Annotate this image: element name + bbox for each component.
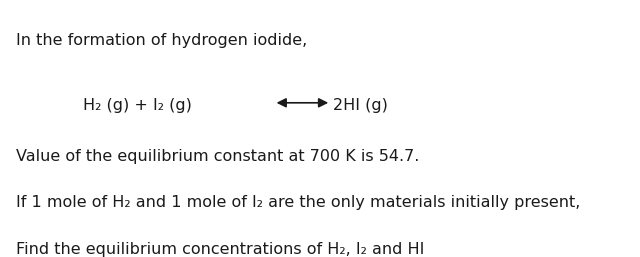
Text: Find the equilibrium concentrations of H₂, I₂ and HI: Find the equilibrium concentrations of H… (16, 242, 424, 256)
Text: Value of the equilibrium constant at 700 K is 54.7.: Value of the equilibrium constant at 700… (16, 149, 419, 164)
Text: H₂ (g) + I₂ (g): H₂ (g) + I₂ (g) (83, 98, 197, 113)
Text: 2HI (g): 2HI (g) (333, 98, 388, 113)
Text: In the formation of hydrogen iodide,: In the formation of hydrogen iodide, (16, 33, 307, 48)
Text: If 1 mole of H₂ and 1 mole of I₂ are the only materials initially present,: If 1 mole of H₂ and 1 mole of I₂ are the… (16, 195, 580, 210)
